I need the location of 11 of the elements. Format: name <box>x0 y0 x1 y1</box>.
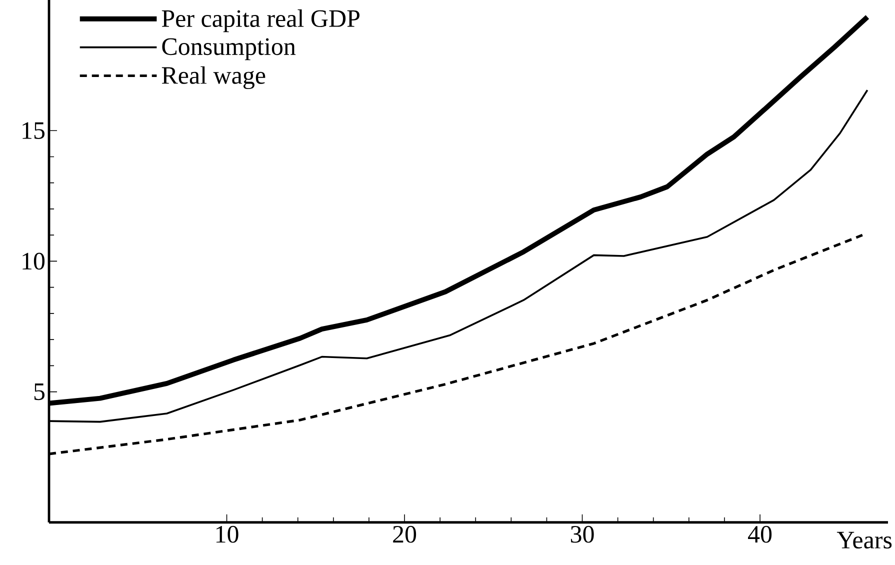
x-tick-label: 10 <box>216 526 238 543</box>
x-axis-title: Years <box>836 532 892 549</box>
x-tick-label: 20 <box>393 526 416 543</box>
y-tick-label: 15 <box>22 122 45 139</box>
x-tick-label: 40 <box>748 526 772 543</box>
y-tick-label: 10 <box>22 252 45 270</box>
legend-label: Per capita real GDP <box>162 9 360 32</box>
legend-label: Real wage <box>162 66 266 90</box>
legend-label: Consumption <box>162 38 296 60</box>
x-tick-label: 30 <box>570 526 594 543</box>
y-tick-label: 5 <box>34 383 45 400</box>
